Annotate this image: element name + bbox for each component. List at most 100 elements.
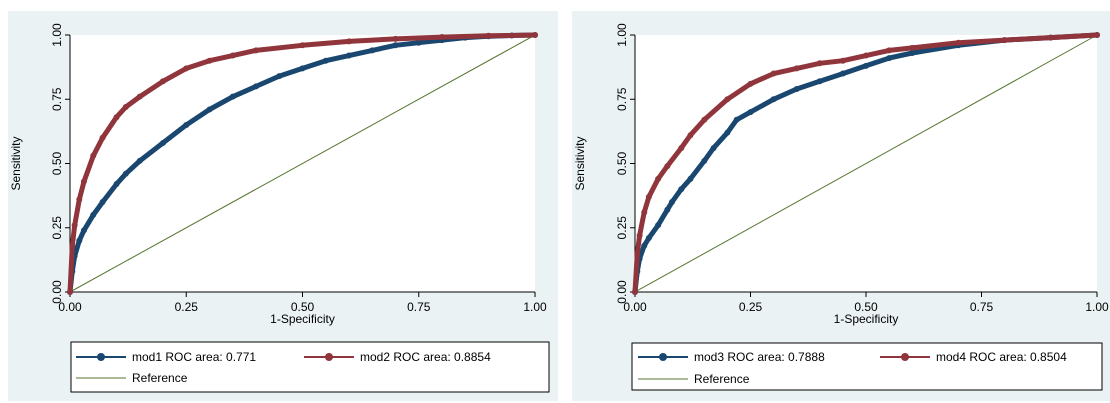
reference-line bbox=[634, 34, 1098, 293]
roc-point bbox=[632, 289, 638, 295]
roc-point bbox=[160, 139, 166, 146]
roc-point bbox=[668, 199, 675, 206]
roc-point bbox=[136, 157, 143, 164]
roc-point bbox=[793, 85, 800, 92]
roc-point bbox=[645, 193, 652, 200]
roc-point bbox=[909, 44, 916, 51]
roc-point bbox=[863, 62, 869, 69]
roc-point bbox=[710, 145, 717, 152]
roc-point bbox=[206, 57, 213, 64]
roc-point bbox=[636, 232, 643, 239]
roc-chart-right: 0.00 0.25 0.50 0.75 1.00 0.00 0.25 0.50 0.75 1.00… bbox=[572, 11, 1110, 401]
legend-label: Reference bbox=[132, 371, 188, 385]
roc-point bbox=[80, 178, 87, 185]
roc-point bbox=[113, 181, 120, 188]
y-axis-title: Sensitivity bbox=[573, 136, 587, 190]
series-roc-curve bbox=[67, 32, 538, 295]
roc-point bbox=[160, 78, 166, 85]
legend-label: mod3 ROC area: 0.7888 bbox=[694, 350, 825, 364]
roc-point bbox=[80, 227, 87, 234]
roc-point bbox=[886, 55, 893, 62]
roc-point bbox=[1047, 34, 1054, 41]
roc-point bbox=[1094, 32, 1100, 38]
y-tick-label: 0.00 bbox=[50, 280, 64, 304]
roc-point bbox=[183, 121, 190, 128]
roc-point bbox=[724, 129, 731, 136]
roc-point bbox=[253, 47, 259, 54]
legend-label: mod2 ROC area: 0.8854 bbox=[360, 350, 491, 364]
roc-point bbox=[793, 65, 800, 72]
x-tick-label: 0.25 bbox=[175, 300, 199, 314]
roc-point bbox=[886, 47, 893, 54]
y-tick-label: 0.75 bbox=[50, 87, 64, 111]
x-axis-title: 1-Specificity bbox=[834, 312, 899, 326]
reference-line bbox=[69, 34, 536, 293]
roc-point bbox=[687, 175, 694, 182]
roc-point bbox=[346, 52, 352, 59]
roc-point bbox=[229, 93, 236, 100]
y-tick-label: 0.50 bbox=[615, 151, 629, 175]
roc-point bbox=[724, 96, 731, 103]
roc-point bbox=[664, 206, 671, 213]
series-reference bbox=[634, 34, 1098, 293]
roc-point bbox=[816, 78, 823, 85]
y-tick-label: 0.75 bbox=[615, 87, 629, 111]
roc-point bbox=[122, 103, 129, 110]
y-tick-label: 0.25 bbox=[615, 216, 629, 240]
roc-point bbox=[687, 132, 694, 139]
roc-point bbox=[1001, 37, 1008, 44]
roc-point bbox=[816, 60, 823, 67]
roc-point bbox=[909, 49, 916, 56]
roc-point bbox=[641, 242, 648, 249]
roc-point bbox=[770, 70, 777, 77]
roc-chart-left: 0.00 0.25 0.50 0.75 1.00 0.00 0.25 0.50 0.75 1.00… bbox=[8, 11, 558, 401]
roc-point bbox=[655, 222, 662, 229]
roc-point bbox=[678, 145, 685, 152]
roc-point bbox=[229, 52, 236, 59]
legend-box bbox=[631, 342, 1103, 391]
roc-point bbox=[99, 199, 106, 206]
roc-point bbox=[369, 47, 376, 54]
roc-point bbox=[863, 52, 869, 59]
x-axis-title: 1-Specificity bbox=[270, 312, 335, 326]
x-tick-label: 0.00 bbox=[623, 300, 647, 314]
roc-point bbox=[67, 289, 73, 295]
roc-point bbox=[183, 65, 190, 72]
roc-point bbox=[99, 134, 106, 141]
roc-point bbox=[136, 93, 143, 100]
x-tick-label: 0.00 bbox=[58, 300, 82, 314]
roc-point bbox=[71, 222, 78, 229]
y-tick-label: 0.25 bbox=[50, 216, 64, 240]
roc-point bbox=[955, 39, 962, 46]
roc-point bbox=[641, 209, 648, 216]
legend-label: Reference bbox=[694, 372, 750, 386]
roc-point bbox=[733, 116, 740, 123]
legend-key-marker bbox=[97, 353, 105, 361]
roc-point bbox=[655, 175, 662, 182]
roc-point bbox=[747, 109, 754, 116]
series-roc-curve bbox=[632, 32, 1100, 295]
roc-point bbox=[415, 39, 422, 46]
series-reference bbox=[69, 34, 536, 293]
legend-key-marker bbox=[325, 353, 333, 361]
x-tick-label: 0.25 bbox=[739, 300, 763, 314]
roc-point bbox=[392, 35, 399, 42]
roc-point bbox=[90, 152, 97, 159]
roc-point bbox=[76, 237, 83, 244]
roc-point bbox=[664, 163, 671, 170]
legend-label: mod4 ROC area: 0.8504 bbox=[936, 350, 1067, 364]
roc-point bbox=[485, 32, 492, 39]
roc-point bbox=[299, 42, 306, 49]
roc-point bbox=[678, 186, 685, 193]
x-tick-label: 0.50 bbox=[291, 300, 315, 314]
roc-point bbox=[322, 57, 329, 64]
roc-point bbox=[645, 235, 652, 242]
roc-point bbox=[253, 83, 259, 90]
y-axis-title: Sensitivity bbox=[9, 136, 23, 190]
roc-point bbox=[839, 57, 846, 64]
x-tick-label: 0.75 bbox=[407, 300, 431, 314]
legend-box bbox=[70, 341, 550, 393]
roc-point bbox=[839, 70, 846, 77]
x-tick-label: 0.75 bbox=[970, 300, 994, 314]
y-tick-label: 1.00 bbox=[615, 23, 629, 47]
